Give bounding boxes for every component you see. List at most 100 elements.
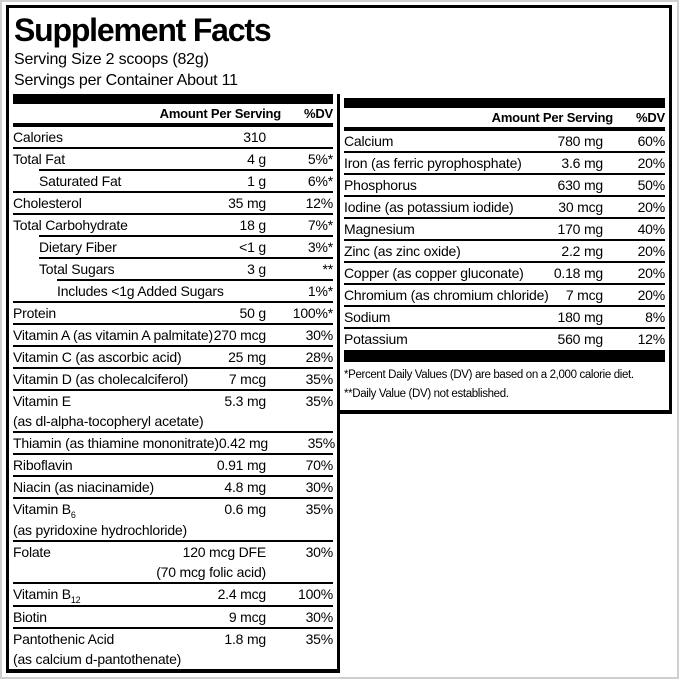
table-row: Zinc (as zinc oxide) 2.2 mg 20% (344, 239, 665, 261)
header-bar-right (344, 98, 665, 108)
nutrient-name: Includes <1g Added Sugars (57, 283, 224, 299)
label-columns: Amount Per Serving %DV Calories 310 Total … (6, 94, 672, 673)
nutrient-name-subscript: 12 (70, 594, 81, 605)
nutrient-amount: 120 mcg DFE (182, 543, 267, 560)
nutrient-amount: 1 g (247, 173, 266, 189)
nutrient-name: Phosphorus (344, 177, 417, 193)
nutrient-amount: 30 mcg (558, 199, 603, 215)
nutrient-dv: 30% (305, 479, 334, 495)
nutrient-dv: 60% (637, 133, 666, 149)
nutrient-amount: 1.8 mg (224, 630, 266, 647)
servings-per-container: Servings per Container About 11 (14, 72, 238, 89)
footnote-dv-basis: *Percent Daily Values (DV) are based on … (344, 369, 634, 381)
nutrient-amount: 25 mg (228, 349, 266, 365)
nutrient-amount: 18 g (239, 217, 267, 233)
nutrient-amount: 3 g (247, 261, 266, 277)
table-row: Vitamin D (as cholecalciferol) 7 mcg 35% (13, 367, 333, 389)
nutrient-name: Saturated Fat (39, 173, 122, 189)
nutrient-amount: 7 mcg (565, 287, 603, 303)
nutrient-dv: 7%* (307, 217, 333, 233)
nutrient-dv: 35% (305, 501, 334, 517)
nutrient-name: Protein (13, 305, 56, 321)
nutrient-name: Dietary Fiber (39, 239, 117, 255)
footnotes: *Percent Daily Values (DV) are based on … (344, 362, 665, 410)
table-row: Iodine (as potassium iodide) 30 mcg 20% (344, 195, 665, 217)
nutrient-amount: 0.6 mg (224, 501, 266, 517)
nutrient-dv: 1%* (307, 283, 333, 299)
nutrient-name: Cholesterol (13, 195, 82, 211)
nutrient-name: Pantothenic Acid (13, 630, 115, 647)
nutrient-subtext-row: (70 mcg folic acid) (13, 562, 333, 582)
nutrient-name: Biotin (13, 608, 47, 625)
nutrient-dv: 6%* (307, 173, 333, 189)
nutrient-dv: 70% (305, 457, 334, 473)
table-row: Vitamin A (as vitamin A palmitate) 270 mc… (13, 323, 333, 345)
amount-header-label: Amount Per Serving (491, 110, 614, 125)
nutrient-name: Riboflavin (13, 457, 73, 473)
nutrient-amount: 0.91 mg (216, 457, 266, 473)
nutrient-dv: 12% (637, 331, 666, 347)
nutrient-amount: 4 g (247, 151, 266, 167)
nutrient-name: Iron (as ferric pyrophosphate) (344, 155, 522, 171)
nutrient-name: Calories (13, 129, 63, 145)
nutrient-dv: 12% (305, 195, 334, 211)
nutrient-name: Total Sugars (39, 261, 115, 277)
nutrient-amount: 2.4 mcg (217, 585, 267, 602)
nutrient-amount: 180 mg (557, 309, 604, 325)
table-row: Dietary Fiber <1 g 3%* (39, 235, 333, 257)
column-header-left: Amount Per Serving %DV (13, 104, 333, 127)
nutrient-subtext: (70 mcg folic acid) (156, 563, 266, 580)
nutrient-amount: 170 mg (557, 221, 604, 237)
nutrient-name: Sodium (344, 309, 391, 325)
nutrient-dv: 35% (305, 630, 334, 647)
nutrient-amount: 560 mg (557, 331, 604, 347)
nutrient-name: Zinc (as zinc oxide) (344, 243, 461, 259)
nutrient-name: Vitamin C (as ascorbic acid) (13, 349, 182, 365)
nutrient-dv: 20% (637, 155, 666, 171)
dv-header-label: %DV (635, 110, 665, 125)
table-row: Protein 50 g 100%* (13, 301, 333, 323)
nutrient-amount: 310 (243, 129, 266, 145)
table-row: Chromium (as chromium chloride) 7 mcg 20% (344, 283, 665, 305)
nutrition-table-right: Calcium 780 mg 60% Iron (as ferric pyrophos… (344, 131, 665, 349)
nutrient-name: Vitamin B12 (13, 585, 81, 605)
nutrient-name-subscript: 6 (70, 509, 76, 520)
nutrient-amount: 0.18 mg (553, 265, 603, 281)
header-bar-left (13, 94, 333, 104)
nutrient-name: Iodine (as potassium iodide) (344, 199, 514, 215)
nutrient-dv: 30% (305, 543, 334, 560)
table-row: Folate 120 mcg DFE 30% (70 mcg folic acid) (13, 539, 334, 582)
amount-header-label: Amount Per Serving (159, 106, 282, 121)
nutrient-dv: 20% (637, 199, 666, 215)
column-header-right: Amount Per Serving %DV (344, 108, 665, 131)
nutrient-name: Total Fat (13, 151, 65, 167)
dv-header-label: %DV (303, 106, 333, 121)
table-row: Total Fat 4 g 5%* (13, 147, 333, 169)
table-row: Riboflavin 0.91 mg 70% (13, 453, 333, 475)
nutrient-amount: 35 mg (228, 195, 266, 211)
nutrient-dv: 100%* (292, 305, 333, 321)
table-row: Copper (as copper gluconate) 0.18 mg 20% (344, 261, 665, 283)
nutrient-name: Folate (13, 543, 51, 560)
page-title: Supplement Facts (14, 12, 272, 48)
table-row: Vitamin B12 2.4 mcg 100% (13, 581, 333, 605)
right-panel: Amount Per Serving %DV Calcium 780 mg 60% I… (340, 94, 672, 414)
nutrient-amount: 630 mg (557, 177, 604, 193)
table-row: Calories 310 (13, 127, 333, 147)
nutrient-amount: 2.2 mg (561, 243, 603, 259)
nutrient-amount: 9 mcg (228, 608, 266, 625)
nutrient-amount: <1 g (239, 239, 266, 255)
nutrient-dv: 3%* (307, 239, 333, 255)
table-row: Magnesium 170 mg 40% (344, 217, 665, 239)
supplement-facts-label: Supplement Facts Serving Size 2 scoops (… (6, 5, 672, 673)
separator-bar (344, 350, 665, 362)
table-row: Sodium 180 mg 8% (344, 305, 665, 327)
table-row: Vitamin B6 0.6 mg 35% (as pyridoxine hydroc… (13, 497, 333, 540)
table-row: Biotin 9 mcg 30% (13, 604, 333, 627)
table-row: Vitamin E 5.3 mg 35% (as dl-alpha-tocophery… (13, 389, 333, 431)
nutrient-dv: 35% (307, 435, 336, 451)
nutrient-name: Thiamin (as thiamine mononitrate) (13, 435, 219, 451)
nutrient-name: Vitamin A (as vitamin A palmitate) (13, 327, 213, 343)
table-row: Pantothenic Acid 1.8 mg 35% (as calcium d-p… (13, 626, 334, 669)
label-title-section: Supplement Facts Serving Size 2 scoops (… (6, 5, 672, 94)
